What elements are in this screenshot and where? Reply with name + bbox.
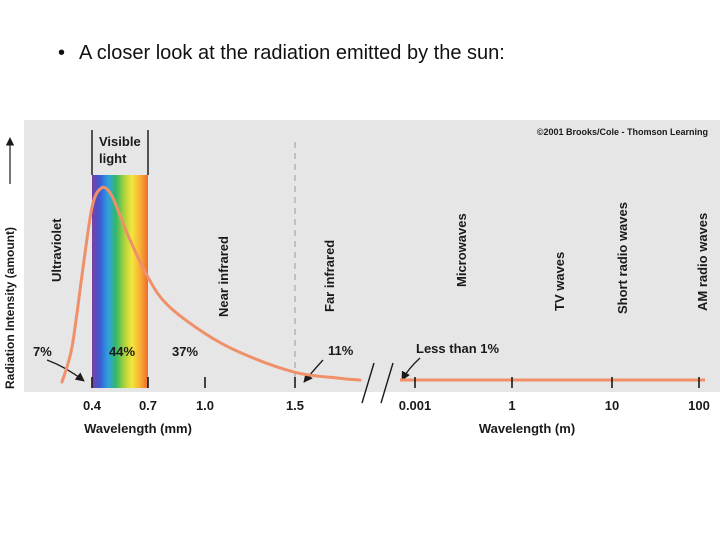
copyright-text: ©2001 Brooks/Cole - Thomson Learning <box>537 127 708 137</box>
region-label: TV waves <box>552 252 567 311</box>
x-tick-label: 100 <box>688 398 710 413</box>
x-tick-label: 1 <box>508 398 515 413</box>
x-axis-label-mm: Wavelength (mm) <box>84 421 192 436</box>
pointer-arrow <box>401 357 421 381</box>
radiation-curve <box>60 185 362 384</box>
pointer-arrow <box>303 359 324 383</box>
percentage-label: 7% <box>33 344 52 359</box>
region-label-visible-light: Visible light <box>99 134 144 166</box>
region-label: AM radio waves <box>695 213 710 311</box>
percentage-labels: 7% 44% 37% 11% Less than 1% <box>33 341 500 359</box>
x-axis-m: 0.001 1 10 100 <box>399 377 710 413</box>
region-label: Microwaves <box>454 213 469 287</box>
slide-bullet: • A closer look at the radiation emitted … <box>58 42 505 65</box>
axis-break <box>361 362 394 404</box>
slide-text: A closer look at the radiation emitted b… <box>79 42 505 64</box>
region-label: Near infrared <box>216 236 231 317</box>
percentage-label: Less than 1% <box>416 341 500 356</box>
percentage-label: 44% <box>109 344 135 359</box>
region-label: Far infrared <box>322 240 337 312</box>
visible-spectrum-band <box>92 175 148 388</box>
x-tick-label: 0.7 <box>139 398 157 413</box>
region-label: Ultraviolet <box>49 218 64 282</box>
spectrum-chart: ©2001 Brooks/Cole - Thomson Learning Vis… <box>3 120 720 436</box>
region-labels: Ultraviolet Near infrared Far infrared Micr… <box>49 202 710 317</box>
x-tick-label: 0.4 <box>83 398 102 413</box>
y-axis-label: Radiation Intensity (amount) <box>3 227 17 389</box>
visible-light-bracket <box>91 130 149 175</box>
x-axis-label-m: Wavelength (m) <box>479 421 575 436</box>
region-label: Short radio waves <box>615 202 630 314</box>
percentage-label: 37% <box>172 344 198 359</box>
percentage-label: 11% <box>328 343 354 358</box>
bullet-dot: • <box>58 42 66 64</box>
x-tick-label: 0.001 <box>399 398 432 413</box>
x-tick-label: 1.5 <box>286 398 304 413</box>
x-tick-label: 10 <box>605 398 619 413</box>
x-axis-mm: 0.4 0.7 1.0 1.5 <box>83 377 304 413</box>
x-tick-label: 1.0 <box>196 398 214 413</box>
solar-radiation-figure: ©2001 Brooks/Cole - Thomson Learning Vis… <box>0 120 720 440</box>
